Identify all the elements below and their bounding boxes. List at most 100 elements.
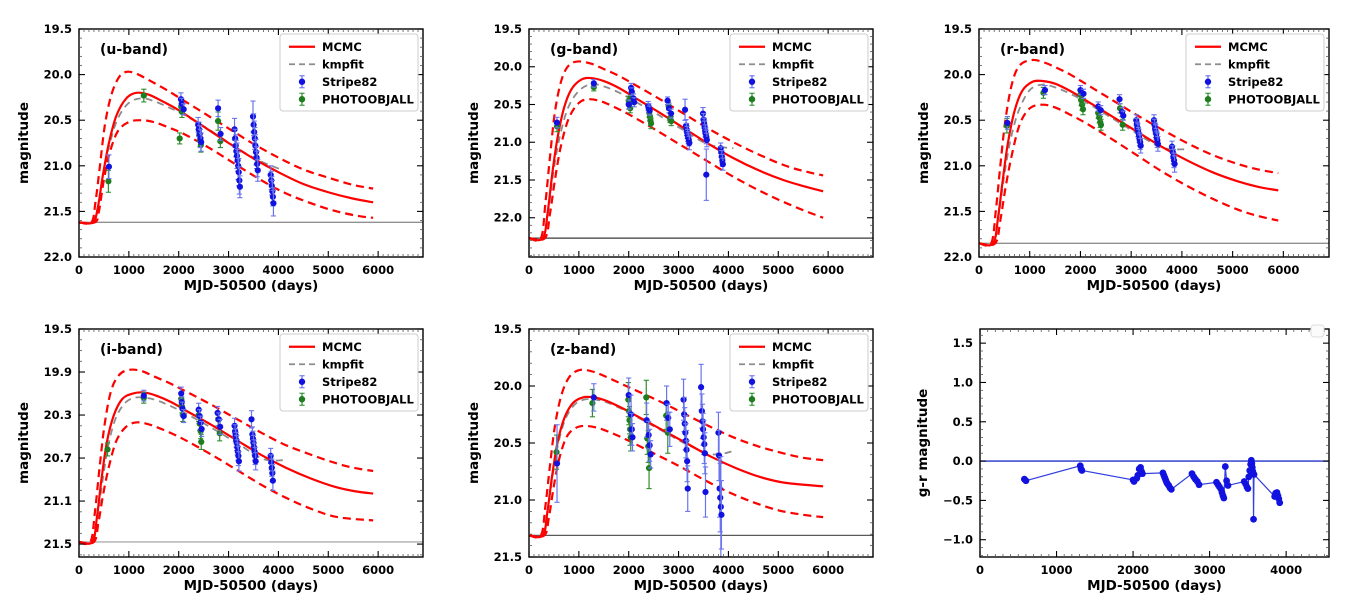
tick-labels: 0 1000 2000 3000 4000 1.5 1.0 0.5 0.0 −0.5 −1.0 (943, 336, 1302, 577)
mcmc-lower-curve (528, 98, 824, 241)
svg-text:1.0: 1.0 (953, 375, 973, 389)
svg-text:kmpfit: kmpfit (772, 357, 814, 371)
svg-text:20.0: 20.0 (944, 68, 972, 82)
svg-text:1000: 1000 (563, 563, 595, 577)
svg-text:MCMC: MCMC (1228, 40, 1268, 54)
svg-text:21.5: 21.5 (494, 173, 522, 187)
svg-text:PHOTOOBJALL: PHOTOOBJALL (772, 92, 864, 106)
svg-text:5000: 5000 (1217, 263, 1249, 277)
svg-text:4000: 4000 (712, 263, 744, 277)
svg-text:20.0: 20.0 (494, 60, 522, 74)
panel-r-band: 0 1000 2000 3000 4000 5000 6000 19.5 20.0 20.5 21.… (916, 22, 1330, 294)
svg-text:19.5: 19.5 (44, 322, 72, 336)
svg-text:6000: 6000 (1267, 263, 1299, 277)
x-axis-label: MJD-50500 (days) (634, 578, 769, 594)
stripe82-points (140, 386, 276, 491)
svg-text:4000: 4000 (262, 563, 294, 577)
svg-text:4000: 4000 (1166, 263, 1198, 277)
axes-frame (978, 28, 1330, 258)
x-axis-label: MJD-50500 (days) (184, 578, 319, 594)
svg-text:2000: 2000 (1064, 263, 1096, 277)
mcmc-lower-curve (528, 424, 824, 538)
svg-text:1000: 1000 (113, 263, 145, 277)
ticks (979, 329, 1329, 557)
curves (78, 368, 374, 546)
svg-text:19.9: 19.9 (44, 365, 72, 379)
minor-ticks (79, 29, 423, 257)
svg-text:5000: 5000 (762, 263, 794, 277)
svg-text:0: 0 (525, 263, 533, 277)
svg-text:22.0: 22.0 (44, 250, 72, 264)
axes-frame (979, 328, 1330, 558)
svg-text:MCMC: MCMC (772, 40, 812, 54)
mcmc-upper-curve (528, 60, 824, 242)
svg-text:−0.5: −0.5 (943, 493, 973, 507)
svg-text:3000: 3000 (663, 263, 695, 277)
svg-text:PHOTOOBJALL: PHOTOOBJALL (322, 392, 414, 406)
photoobjall-points (1003, 86, 1126, 134)
mcmc-upper-curve (78, 70, 374, 225)
svg-text:6000: 6000 (362, 563, 394, 577)
svg-text:21.0: 21.0 (494, 135, 522, 149)
stripe82-points (105, 92, 277, 217)
minor-ticks (979, 29, 1329, 257)
svg-text:20.5: 20.5 (494, 436, 522, 450)
stripe82-points (1004, 84, 1178, 173)
svg-text:2000: 2000 (1117, 563, 1149, 577)
svg-text:0: 0 (75, 563, 83, 577)
axes-frame (528, 28, 874, 258)
y-axis-label: magnitude (916, 102, 932, 184)
svg-text:20.3: 20.3 (44, 408, 72, 422)
svg-text:−1.0: −1.0 (943, 533, 973, 547)
svg-text:21.5: 21.5 (44, 537, 72, 551)
minor-ticks (529, 329, 873, 557)
svg-text:20.5: 20.5 (494, 97, 522, 111)
mcmc-curve (78, 391, 374, 545)
stripe82-points (553, 79, 726, 201)
y-axis-label: magnitude (466, 402, 482, 484)
svg-text:22.0: 22.0 (944, 250, 972, 264)
svg-text:3000: 3000 (1194, 563, 1226, 577)
minor-ticks (529, 29, 873, 257)
svg-text:Stripe82: Stripe82 (772, 375, 827, 389)
curves (978, 58, 1279, 247)
svg-text:21.0: 21.0 (494, 493, 522, 507)
ghost-legend (1310, 324, 1325, 338)
svg-text:5000: 5000 (312, 563, 344, 577)
svg-text:PHOTOOBJALL: PHOTOOBJALL (1228, 92, 1320, 106)
svg-text:1000: 1000 (1014, 263, 1046, 277)
svg-text:5000: 5000 (762, 563, 794, 577)
mcmc-curve (78, 91, 374, 225)
svg-text:19.5: 19.5 (44, 22, 72, 36)
panel-gr-color: 0 1000 2000 3000 4000 1.5 1.0 0.5 0.0 −0.5 −1.0 MJD… (915, 324, 1330, 594)
x-axis-label: MJD-50500 (days) (634, 278, 769, 294)
tick-labels: 0 1000 2000 3000 4000 5000 6000 19.5 19.9 20.3 20.… (44, 322, 395, 577)
svg-text:PHOTOOBJALL: PHOTOOBJALL (772, 392, 864, 406)
svg-text:20.5: 20.5 (944, 113, 972, 127)
svg-text:2000: 2000 (613, 563, 645, 577)
svg-text:MCMC: MCMC (322, 40, 362, 54)
legend: MCMC kmpfit Stripe82 PHOTOOBJALL (729, 333, 869, 412)
svg-text:MCMC: MCMC (322, 340, 362, 354)
svg-text:0.0: 0.0 (953, 454, 973, 468)
mcmc-lower-curve (78, 421, 374, 545)
mcmc-curve (528, 395, 824, 539)
svg-text:0: 0 (976, 563, 984, 577)
axes-frame (78, 28, 424, 258)
axes-frame (78, 328, 424, 558)
svg-text:4000: 4000 (262, 263, 294, 277)
svg-text:2000: 2000 (163, 263, 195, 277)
svg-text:3000: 3000 (213, 563, 245, 577)
tick-labels: 0 1000 2000 3000 4000 5000 6000 19.5 20.0 20.5 21.… (494, 22, 845, 277)
svg-text:PHOTOOBJALL: PHOTOOBJALL (322, 92, 414, 106)
svg-text:19.5: 19.5 (494, 22, 522, 36)
svg-text:20.5: 20.5 (44, 113, 72, 127)
tick-labels: 0 1000 2000 3000 4000 5000 6000 19.5 20.0 20.5 21.… (944, 22, 1300, 277)
kmpfit-curve (993, 83, 1188, 244)
svg-text:21.5: 21.5 (44, 204, 72, 218)
svg-text:4000: 4000 (1270, 563, 1302, 577)
svg-text:21.1: 21.1 (44, 494, 72, 508)
svg-text:20.0: 20.0 (44, 68, 72, 82)
svg-text:1000: 1000 (563, 263, 595, 277)
